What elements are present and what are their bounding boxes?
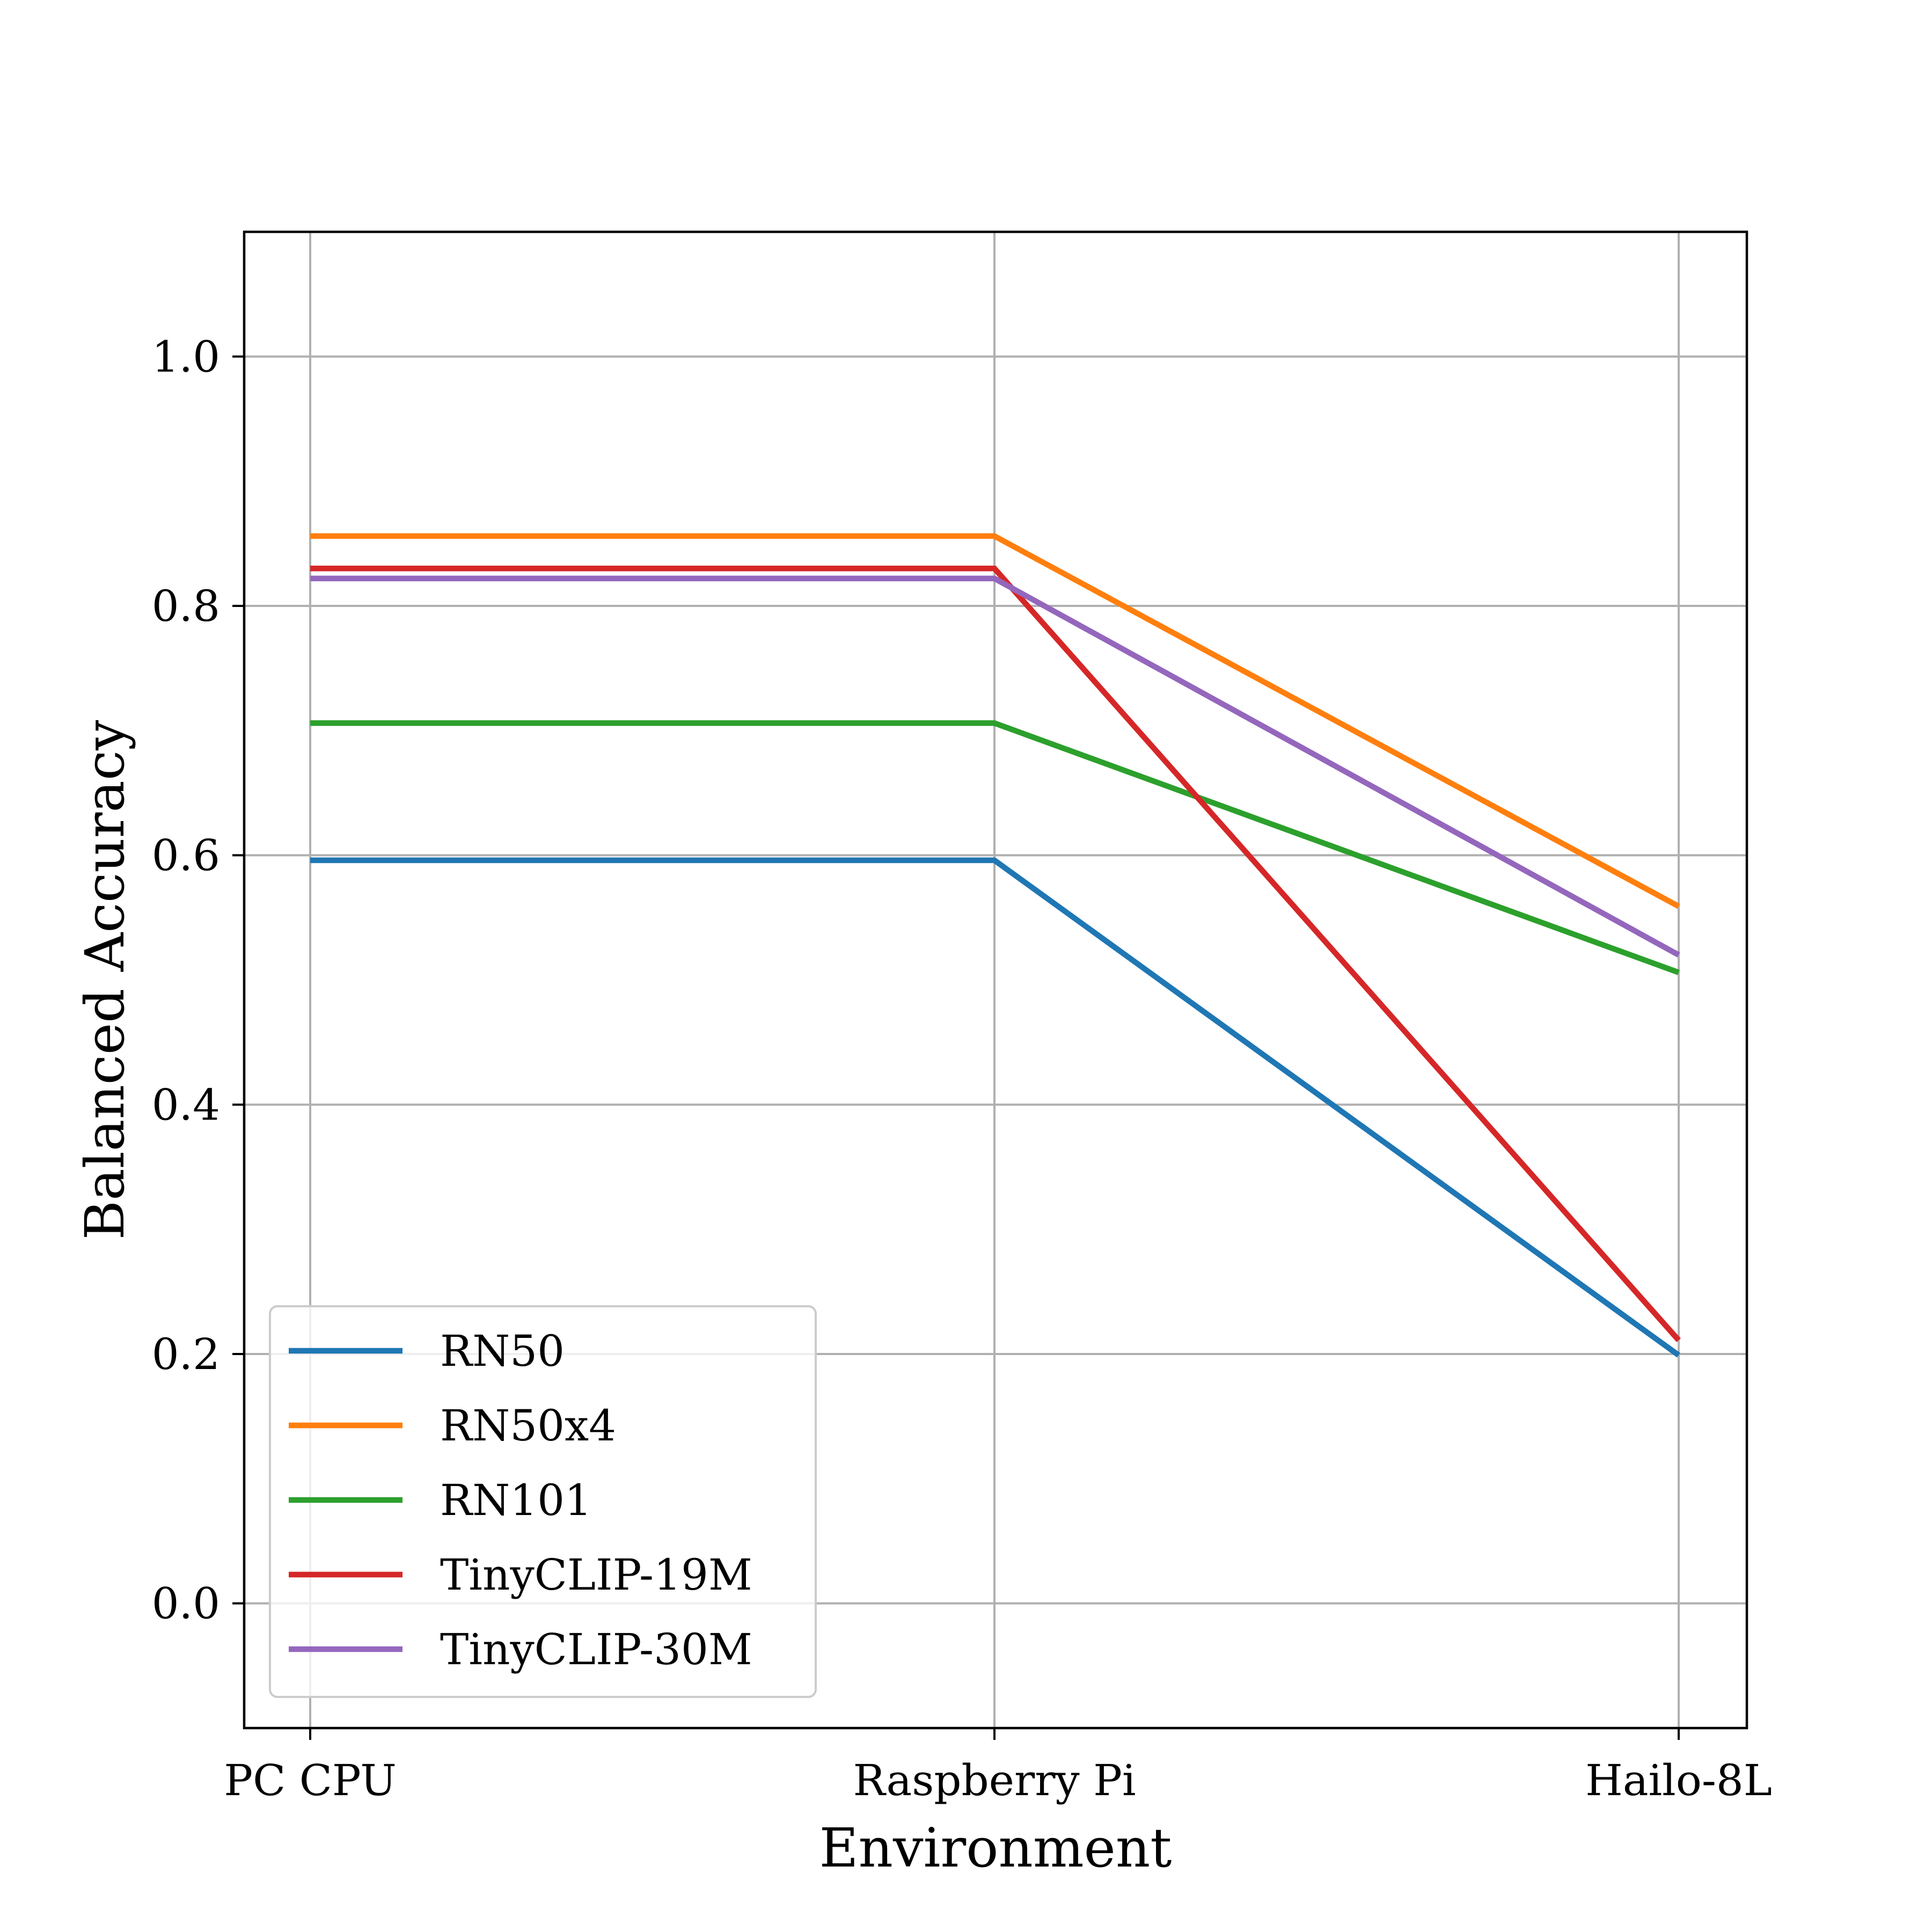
legend-entries: RN50 RN50x4 RN101 TinyCLIP-19M TinyCLIP-30M	[289, 1326, 752, 1674]
y-axis-label: Balanced Accuracy	[74, 720, 136, 1240]
y-tick-label: 0.2	[152, 1329, 220, 1379]
y-tick-label: 0.4	[152, 1080, 220, 1130]
y-tick-label: 0.8	[152, 581, 220, 631]
y-tick-labels: 0.0 0.2 0.4 0.6 0.8 1.0	[152, 332, 220, 1628]
legend-box	[269, 1305, 817, 1698]
x-tick-labels: PC CPU Raspberry Pi Hailo-8L	[224, 1755, 1772, 1805]
legend-label: RN50x4	[440, 1401, 616, 1451]
legend-label: TinyCLIP-19M	[440, 1550, 752, 1600]
y-tick-label: 1.0	[152, 332, 220, 382]
x-axis-label: Environment	[819, 1817, 1172, 1879]
legend-label: RN50	[440, 1326, 565, 1376]
legend: RN50 RN50x4 RN101 TinyCLIP-19M TinyCLIP-30M	[269, 1305, 817, 1698]
series-line-rn50x4	[310, 533, 1680, 909]
series-line-rn50	[310, 857, 1681, 1358]
axis-ticks	[232, 355, 1680, 1740]
legend-label: RN101	[440, 1475, 592, 1525]
legend-label: TinyCLIP-30M	[440, 1624, 752, 1674]
x-tick-label: Raspberry Pi	[853, 1755, 1136, 1805]
y-tick-label: 0.6	[152, 831, 220, 881]
x-tick-label: PC CPU	[224, 1755, 397, 1805]
series-line-rn101	[310, 720, 1680, 976]
series-lines	[310, 533, 1681, 1358]
series-line-tinyclip-30m	[310, 575, 1680, 958]
series-line-tinyclip-19m	[310, 566, 1681, 1342]
x-tick-label: Hailo-8L	[1585, 1755, 1772, 1805]
y-tick-label: 0.0	[152, 1579, 220, 1629]
